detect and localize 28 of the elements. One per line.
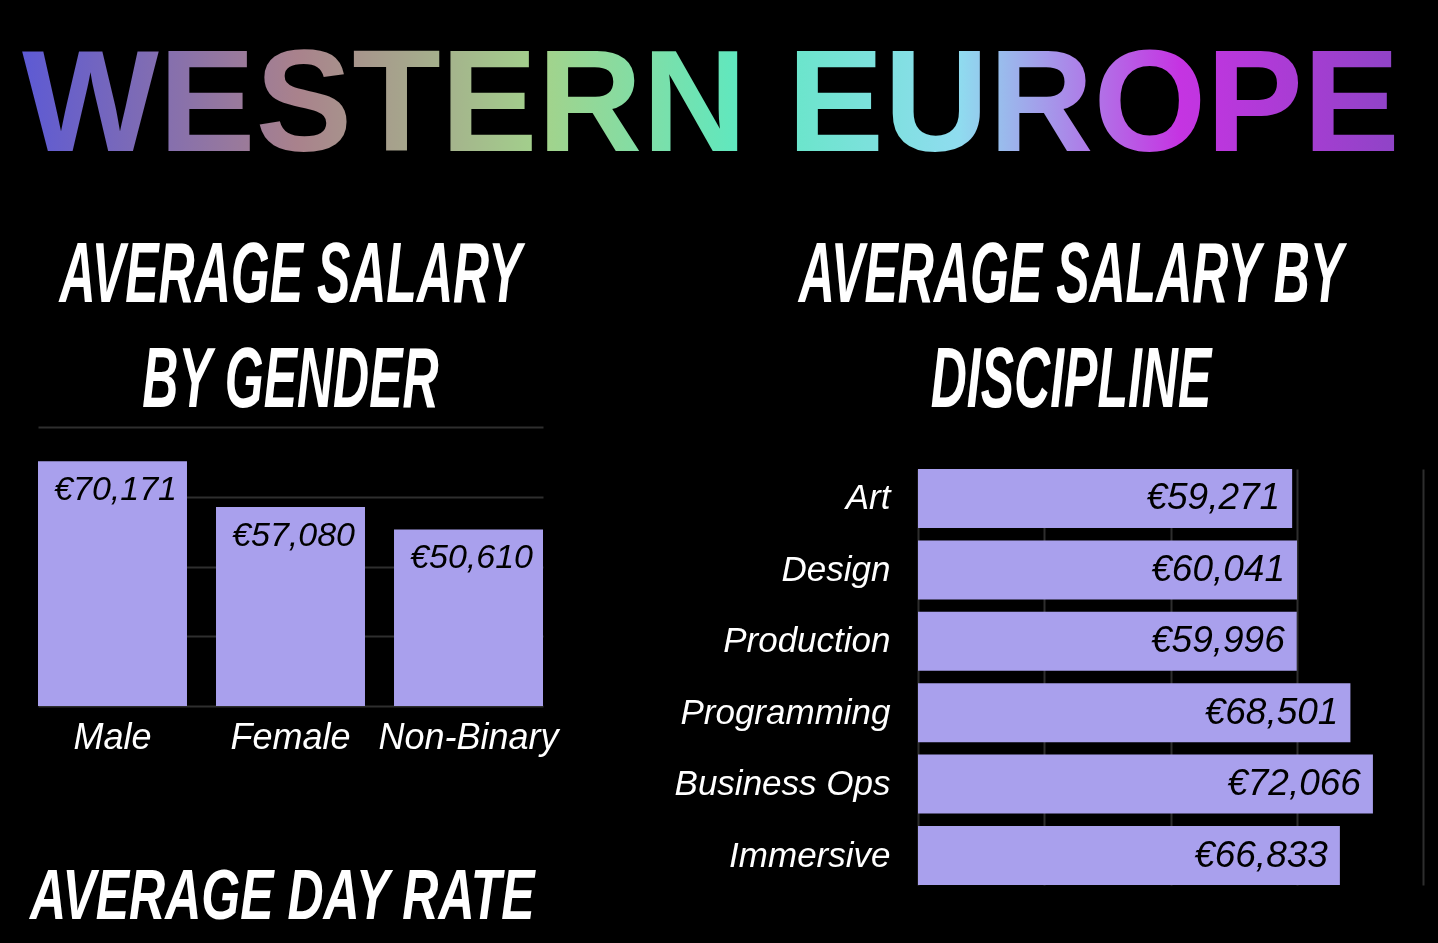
bar — [918, 469, 1293, 528]
text: WESTERN EUROPE — [22, 20, 1400, 182]
bar — [918, 540, 1298, 600]
data-label: €68,501 — [1204, 690, 1339, 732]
x-tick-label: Non-Binary — [378, 715, 561, 757]
bar — [918, 754, 1373, 814]
y-tick-label: Programming — [680, 691, 892, 731]
y-tick-label: Design — [781, 548, 891, 588]
data-label: €59,996 — [1150, 619, 1286, 661]
bar — [918, 611, 1297, 671]
y-tick-label: Art — [843, 477, 892, 517]
data-label: €70,171 — [54, 469, 177, 508]
data-label: €57,080 — [232, 514, 356, 553]
data-label: €66,833 — [1194, 833, 1329, 875]
data-label: €72,066 — [1227, 762, 1362, 804]
data-label: €50,610 — [410, 537, 534, 576]
bar — [918, 683, 1351, 743]
data-label: €59,271 — [1146, 476, 1281, 518]
text: AVERAGE DAY RATE — [30, 855, 535, 937]
y-tick-label: Production — [723, 620, 891, 660]
x-tick-label: Male — [73, 715, 152, 757]
x-tick-label: Female — [230, 715, 351, 757]
chart-title: AVERAGE SALARY BY DISCIPLINE — [797, 224, 1348, 428]
data-label: €60,041 — [1151, 547, 1286, 589]
bar — [918, 826, 1340, 885]
y-tick-label: Business Ops — [674, 763, 891, 803]
y-tick-label: Immersive — [729, 834, 891, 874]
chart-title: AVERAGE SALARY BY GENDER — [57, 224, 526, 428]
